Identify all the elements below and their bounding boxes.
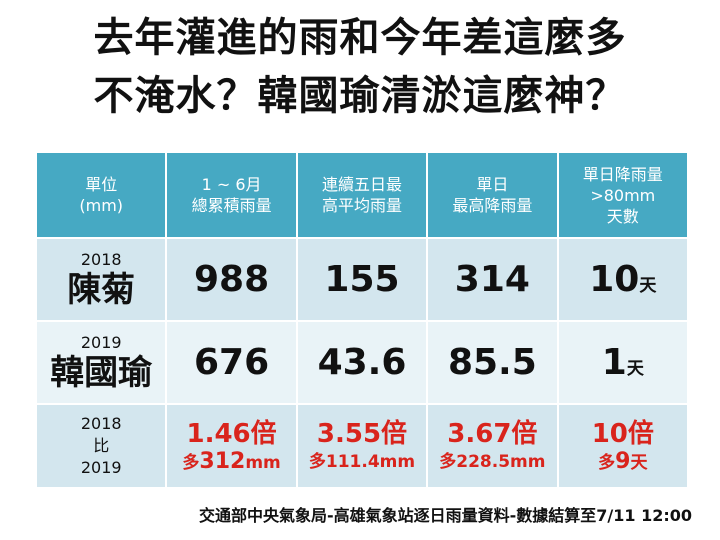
header-total-line2: 總累積雨量: [191, 196, 272, 215]
row-label-2018: 2018 陳菊: [37, 239, 166, 320]
header-total-rainfall: 1 ~ 6月 總累積雨量: [167, 153, 296, 237]
header-days-line3: 天數: [606, 206, 639, 226]
header-five-day-max: 連續五日最 高平均雨量: [297, 153, 427, 237]
table-row: 2019 韓國瑜 676 43.6 85.5 1天: [37, 322, 687, 403]
cell-total-2019: 676: [167, 322, 296, 403]
cell-days-2018: 10天: [558, 239, 687, 320]
difference-value: 多111.4mm: [308, 452, 416, 472]
header-unit-mm: (mm): [79, 196, 124, 215]
diff-number: 9: [615, 448, 631, 474]
row-year: 2018: [80, 249, 122, 269]
rainfall-comparison-table: 單位 (mm) 1 ~ 6月 總累積雨量 連續五日最 高平均雨量 單日 最高降雨…: [35, 151, 689, 489]
cell-days-2019: 1天: [558, 322, 687, 403]
header-unit: 單位 (mm): [37, 153, 166, 237]
compare-word: 比: [93, 436, 110, 455]
diff-unit: 天: [630, 452, 648, 473]
table-row: 2018 陳菊 988 155 314 10天: [37, 239, 687, 320]
difference-value: 多9天: [559, 448, 687, 475]
days-unit: 天: [639, 276, 657, 296]
header-total-line1: 1 ~ 6月: [201, 175, 262, 194]
compare-single-day: 3.67倍 多228.5mm: [428, 405, 557, 487]
ratio-value: 1.46倍: [186, 418, 277, 449]
page-title-line2: 不淹水？韓國瑜清淤這麼神？: [93, 73, 627, 119]
diff-number: 312: [199, 448, 246, 474]
compare-total: 1.46倍 多312mm: [167, 405, 296, 487]
header-single-day-max: 單日 最高降雨量: [428, 153, 557, 237]
compare-year-a: 2018: [80, 414, 122, 433]
compare-five-day: 3.55倍 多111.4mm: [297, 405, 427, 487]
diff-unit: mm: [245, 452, 281, 473]
header-days-over-80: 單日降雨量 >80mm 天數: [558, 153, 687, 237]
diff-prefix: 多: [182, 452, 200, 473]
difference-value: 多312mm: [167, 448, 295, 475]
cell-five-day-2018: 155: [297, 239, 427, 320]
cell-single-day-2018: 314: [428, 239, 557, 320]
ratio-value: 3.55倍: [316, 419, 408, 449]
compare-year-b: 2019: [80, 458, 122, 477]
header-single-day-line1: 單日: [476, 175, 509, 194]
days-unit: 天: [626, 359, 644, 379]
header-five-day-line1: 連續五日最: [321, 175, 402, 194]
row-year: 2019: [80, 332, 122, 352]
source-footnote: 交通部中央氣象局-高雄氣象站逐日雨量資料-數據結算至7/11 12:00: [198, 506, 692, 525]
header-days-line2: >80mm: [590, 185, 656, 205]
page-title-line1: 去年灌進的雨和今年差這麼多: [93, 15, 627, 61]
row-label-2019: 2019 韓國瑜: [37, 322, 166, 403]
days-value: 10: [589, 259, 640, 300]
cell-five-day-2019: 43.6: [297, 322, 427, 403]
days-value: 1: [601, 342, 627, 383]
table-row-compare: 2018 比 2019 1.46倍 多312mm 3.55倍 多111.4mm …: [37, 405, 687, 487]
cell-total-2018: 988: [167, 239, 296, 320]
difference-value: 多228.5mm: [439, 452, 546, 472]
header-unit-label: 單位: [85, 175, 118, 194]
row-name: 韓國瑜: [50, 352, 153, 393]
header-days-line1: 單日降雨量: [582, 164, 663, 184]
compare-label: 2018 比 2019: [37, 405, 166, 487]
cell-single-day-2019: 85.5: [428, 322, 557, 403]
ratio-value: 10倍: [591, 418, 654, 449]
compare-days: 10倍 多9天: [558, 405, 687, 487]
table-header-row: 單位 (mm) 1 ~ 6月 總累積雨量 連續五日最 高平均雨量 單日 最高降雨…: [37, 153, 687, 237]
ratio-value: 3.67倍: [447, 419, 538, 449]
header-single-day-line2: 最高降雨量: [452, 196, 533, 215]
row-name: 陳菊: [67, 269, 136, 310]
header-five-day-line2: 高平均雨量: [321, 196, 402, 215]
diff-prefix: 多: [598, 452, 616, 473]
